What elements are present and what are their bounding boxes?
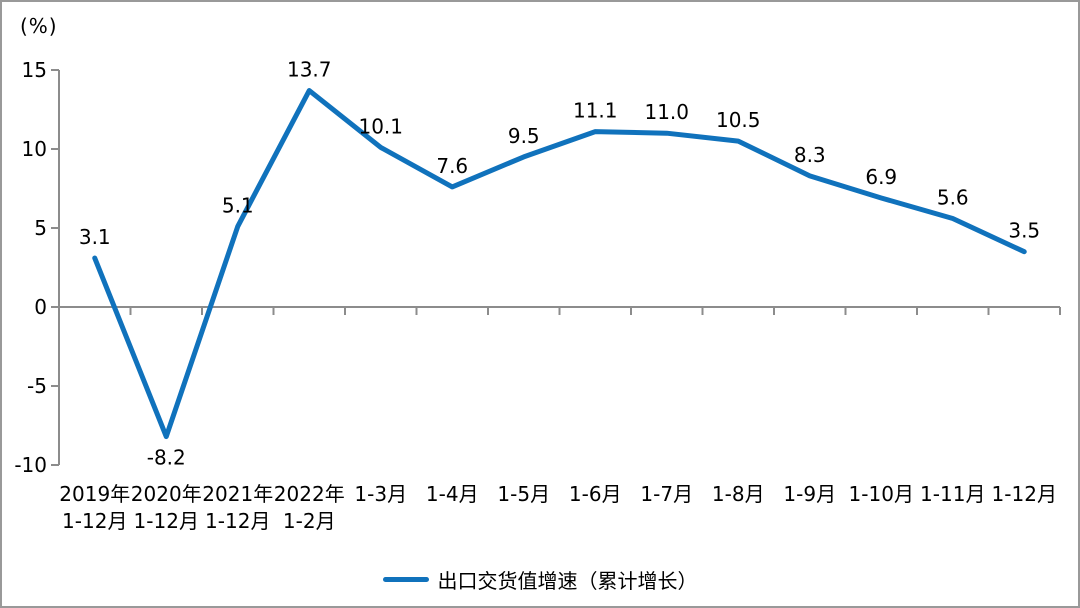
data-point-label: 8.3 bbox=[794, 143, 826, 167]
legend-label: 出口交货值增速（累计增长） bbox=[437, 568, 698, 593]
data-point-label: 6.9 bbox=[865, 165, 897, 189]
data-point-label: 5.1 bbox=[222, 193, 254, 217]
legend: 出口交货值增速（累计增长） bbox=[2, 566, 1078, 593]
data-point-label: 3.5 bbox=[1008, 219, 1040, 243]
data-point-label: 3.1 bbox=[79, 225, 111, 249]
data-point-label: -8.2 bbox=[147, 446, 186, 470]
data-point-label: 13.7 bbox=[287, 58, 332, 82]
x-axis-category-label: 2020年 bbox=[131, 482, 202, 506]
x-axis-category-label: 2019年 bbox=[59, 482, 130, 506]
data-point-label: 10.5 bbox=[716, 108, 761, 132]
data-series-line bbox=[92, 88, 1027, 440]
x-axis-category-label: 1-9月 bbox=[783, 482, 836, 506]
data-point-label: 10.1 bbox=[358, 114, 403, 138]
y-axis-tick-label: 15 bbox=[22, 58, 47, 82]
x-axis-category-label: 1-12月 bbox=[62, 509, 127, 533]
x-axis-category-label: 1-12月 bbox=[205, 509, 270, 533]
data-point-label: 7.6 bbox=[436, 154, 468, 178]
x-axis-category-label: 1-5月 bbox=[497, 482, 550, 506]
x-axis-category-label: 1-10月 bbox=[849, 482, 914, 506]
x-axis-category-label: 1-8月 bbox=[712, 482, 765, 506]
y-axis-tick-label: -10 bbox=[14, 453, 47, 477]
x-axis-category-label: 1-11月 bbox=[920, 482, 985, 506]
y-axis-tick-label: -5 bbox=[27, 374, 47, 398]
x-axis-category-label: 1-6月 bbox=[569, 482, 622, 506]
x-axis-category-label: 1-2月 bbox=[283, 509, 336, 533]
x-axis-category-label: 1-12月 bbox=[134, 509, 199, 533]
x-axis-category-label: 1-3月 bbox=[354, 482, 407, 506]
x-axis-category-label: 1-7月 bbox=[640, 482, 693, 506]
y-axis-tick-label: 10 bbox=[22, 137, 47, 161]
y-axis-unit-label: (%) bbox=[20, 14, 58, 38]
data-point-label: 11.1 bbox=[573, 99, 618, 123]
x-axis-category-label: 1-4月 bbox=[426, 482, 479, 506]
x-axis-category-label: 2022年 bbox=[274, 482, 345, 506]
data-point-label: 9.5 bbox=[508, 124, 540, 148]
y-axis-tick-label: 0 bbox=[34, 295, 47, 319]
legend-line-swatch bbox=[382, 576, 429, 582]
data-point-label: 5.6 bbox=[937, 186, 969, 210]
y-axis-tick-label: 5 bbox=[34, 216, 47, 240]
x-axis-category-label: 2021年 bbox=[202, 482, 273, 506]
data-point-label: 11.0 bbox=[644, 100, 689, 124]
x-axis-category-label: 1-12月 bbox=[992, 482, 1057, 506]
